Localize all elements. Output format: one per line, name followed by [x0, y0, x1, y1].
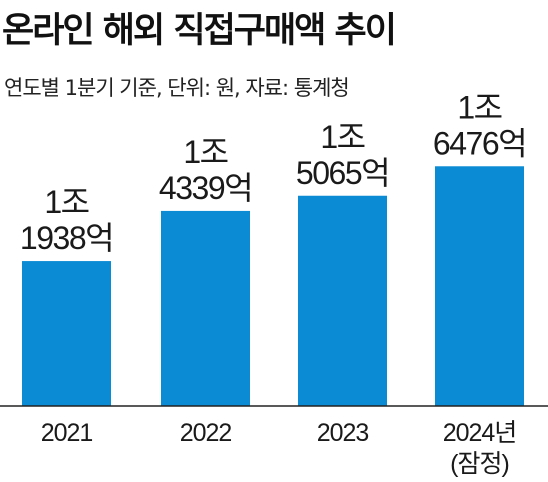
data-label-2023-1: 5065억 — [296, 155, 389, 191]
data-label-2021-0: 1조 — [44, 184, 88, 220]
x-tick-label-2023: 2023 — [317, 419, 369, 447]
data-label-2024년-0: 1조 — [457, 89, 501, 125]
chart-subtitle: 연도별 1분기 기준, 단위: 원, 자료: 통계청 — [4, 76, 350, 100]
data-label-2023-0: 1조 — [320, 119, 364, 155]
bars-group — [22, 166, 524, 406]
bar-2021 — [22, 261, 111, 406]
x-tick-label-2024년: 2024년 — [443, 419, 517, 447]
data-label-2022-0: 1조 — [183, 134, 227, 170]
bar-2022 — [161, 210, 250, 406]
x-tick-label-2021: 2021 — [41, 419, 93, 447]
chart-title: 온라인 해외 직접구매액 추이 — [2, 11, 397, 51]
x-tick-labels-group: 2021 2022 2023 2024년 (잠정) — [41, 419, 518, 478]
bar-2024년 — [435, 166, 524, 406]
bar-2023 — [298, 195, 387, 406]
x-tick-note-2024년: (잠정) — [450, 450, 509, 478]
data-label-2021-1: 1938억 — [20, 220, 113, 256]
x-tick-label-2022: 2022 — [180, 419, 232, 447]
data-label-2022-1: 4339억 — [159, 170, 252, 206]
data-label-2024년-1: 6476억 — [433, 125, 526, 161]
